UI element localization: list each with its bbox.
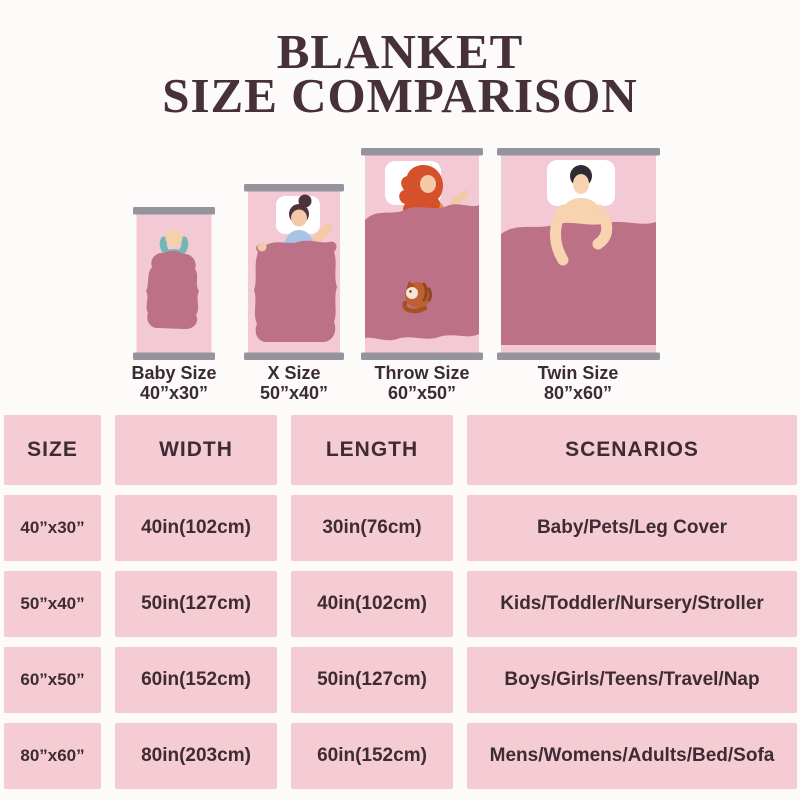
col-header-scenarios: SCENARIOS [467, 415, 797, 485]
bottom-rod [133, 352, 215, 360]
bed-dimensions: 40”x30” [139, 383, 209, 403]
row3-scenarios: Boys/Girls/Teens/Travel/Nap [467, 647, 797, 713]
col-header-length: LENGTH [291, 415, 453, 485]
twin-bed-svg [497, 148, 660, 360]
bottom-rod [244, 352, 344, 360]
row2-scenarios: Kids/Toddler/Nursery/Stroller [467, 571, 797, 637]
row4-size: 80”x60” [4, 723, 101, 789]
bed-label-baby: Baby Size 40”x30” [104, 363, 244, 403]
throw-blanket [365, 204, 479, 341]
top-rod [497, 148, 660, 156]
row3-size: 60”x50” [4, 647, 101, 713]
bed-name: Throw Size [374, 363, 470, 383]
x-bed-illustration [244, 184, 344, 360]
col-header-size: SIZE [4, 415, 101, 485]
title-line-1: BLANKET [276, 24, 524, 79]
top-rod [133, 207, 215, 215]
baby-bed-illustration [133, 207, 215, 360]
row2-size: 50”x40” [4, 571, 101, 637]
row1-size: 40”x30” [4, 495, 101, 561]
top-rod [361, 148, 483, 156]
twin-blanket [501, 221, 656, 345]
bottom-rod [361, 352, 483, 360]
col-header-width: WIDTH [115, 415, 277, 485]
bed-name: Twin Size [537, 363, 619, 383]
row2-length: 40in(102cm) [291, 571, 453, 637]
twin-bed-illustration [497, 148, 660, 360]
bed-name: X Size [267, 363, 321, 383]
bed-name: Baby Size [131, 363, 217, 383]
baby-blanket [146, 250, 199, 330]
row3-length: 50in(127cm) [291, 647, 453, 713]
row2-width: 50in(127cm) [115, 571, 277, 637]
row4-scenarios: Mens/Womens/Adults/Bed/Sofa [467, 723, 797, 789]
bed-dimensions: 80”x60” [543, 383, 613, 403]
bed-label-throw: Throw Size 60”x50” [352, 363, 492, 403]
throw-bed-svg [361, 148, 483, 360]
hand-peek [257, 242, 267, 252]
bed-label-x: X Size 50”x40” [224, 363, 364, 403]
man-arms [550, 204, 613, 266]
row3-width: 60in(152cm) [115, 647, 277, 713]
row1-length: 30in(76cm) [291, 495, 453, 561]
throw-bed-illustration [361, 148, 483, 360]
size-comparison-table: SIZE WIDTH LENGTH SCENARIOS 40”x30” 40in… [4, 415, 797, 789]
bed-label-twin: Twin Size 80”x60” [508, 363, 648, 403]
row1-width: 40in(102cm) [115, 495, 277, 561]
row4-length: 60in(152cm) [291, 723, 453, 789]
bed-dimensions: 50”x40” [259, 383, 329, 403]
baby-bed-svg [133, 207, 215, 360]
x-bed-svg [244, 184, 344, 360]
top-rod [244, 184, 344, 192]
bed-dimensions: 60”x50” [387, 383, 457, 403]
row1-scenarios: Baby/Pets/Leg Cover [467, 495, 797, 561]
cat-figure [402, 281, 432, 314]
x-blanket [254, 240, 337, 343]
title-line-2: SIZE COMPARISON [162, 68, 638, 123]
row4-width: 80in(203cm) [115, 723, 277, 789]
bottom-rod [497, 352, 660, 360]
page-title: BLANKET SIZE COMPARISON [0, 24, 800, 123]
